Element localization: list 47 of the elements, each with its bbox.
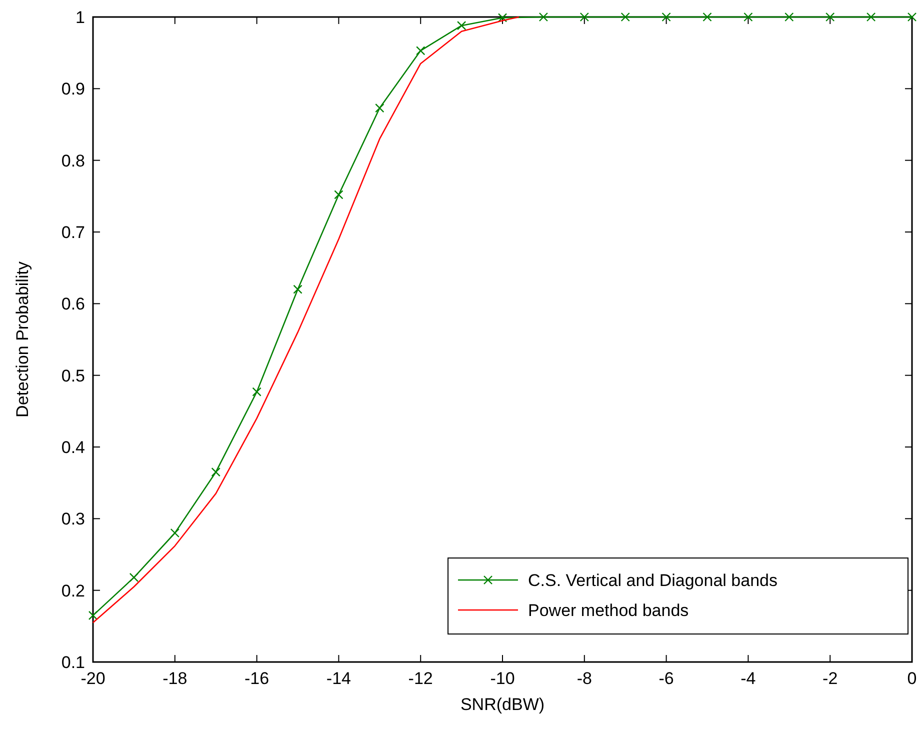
x-tick-label: -4 xyxy=(740,669,756,688)
point xyxy=(88,610,98,620)
legend-label: Power method bands xyxy=(528,601,689,620)
point xyxy=(334,190,344,200)
y-axis-title: Detection Probability xyxy=(13,261,32,418)
point xyxy=(662,12,671,22)
point xyxy=(744,12,753,22)
point xyxy=(784,12,794,22)
point xyxy=(498,13,508,22)
point xyxy=(416,46,426,56)
y-tick-label: 0.9 xyxy=(61,80,85,99)
y-tick-label: 1 xyxy=(76,8,85,27)
x-tick-label: -20 xyxy=(80,669,106,688)
y-tick-label: 0.3 xyxy=(61,510,85,529)
point xyxy=(907,12,917,22)
point xyxy=(580,12,589,22)
point xyxy=(170,528,180,538)
point xyxy=(826,12,835,22)
x-tick-label: -18 xyxy=(162,669,188,688)
line-series xyxy=(92,16,520,624)
x-tick-label: -10 xyxy=(490,669,515,688)
x-tick-label: 0 xyxy=(907,669,917,688)
y-tick-label: 0.6 xyxy=(61,294,85,314)
x-axis-title: SNR(dBW) xyxy=(460,695,545,714)
y-tick-label: 0.1 xyxy=(61,653,85,672)
x-tick-label: -6 xyxy=(658,669,674,688)
point xyxy=(456,21,466,30)
y-tick-label: 0.2 xyxy=(61,581,85,600)
point xyxy=(620,12,630,22)
point xyxy=(293,284,302,294)
x-tick-label: -14 xyxy=(326,669,351,688)
point xyxy=(702,12,712,22)
point xyxy=(866,12,876,22)
y-tick-label: 0.8 xyxy=(61,151,85,170)
x-tick-label: -8 xyxy=(576,669,592,688)
point xyxy=(538,12,548,22)
y-tick-label: 0.4 xyxy=(61,438,85,457)
point xyxy=(211,467,220,477)
x-tick-label: -2 xyxy=(822,669,838,688)
legend-label: C.S. Vertical and Diagonal bands xyxy=(528,571,778,590)
x-tick-label: -16 xyxy=(244,669,270,688)
point xyxy=(375,103,384,113)
y-tick-label: 0.5 xyxy=(61,366,85,386)
point xyxy=(252,387,262,396)
point xyxy=(129,572,139,582)
y-tick-label: 0.7 xyxy=(61,223,85,242)
x-tick-label: -12 xyxy=(408,669,433,688)
